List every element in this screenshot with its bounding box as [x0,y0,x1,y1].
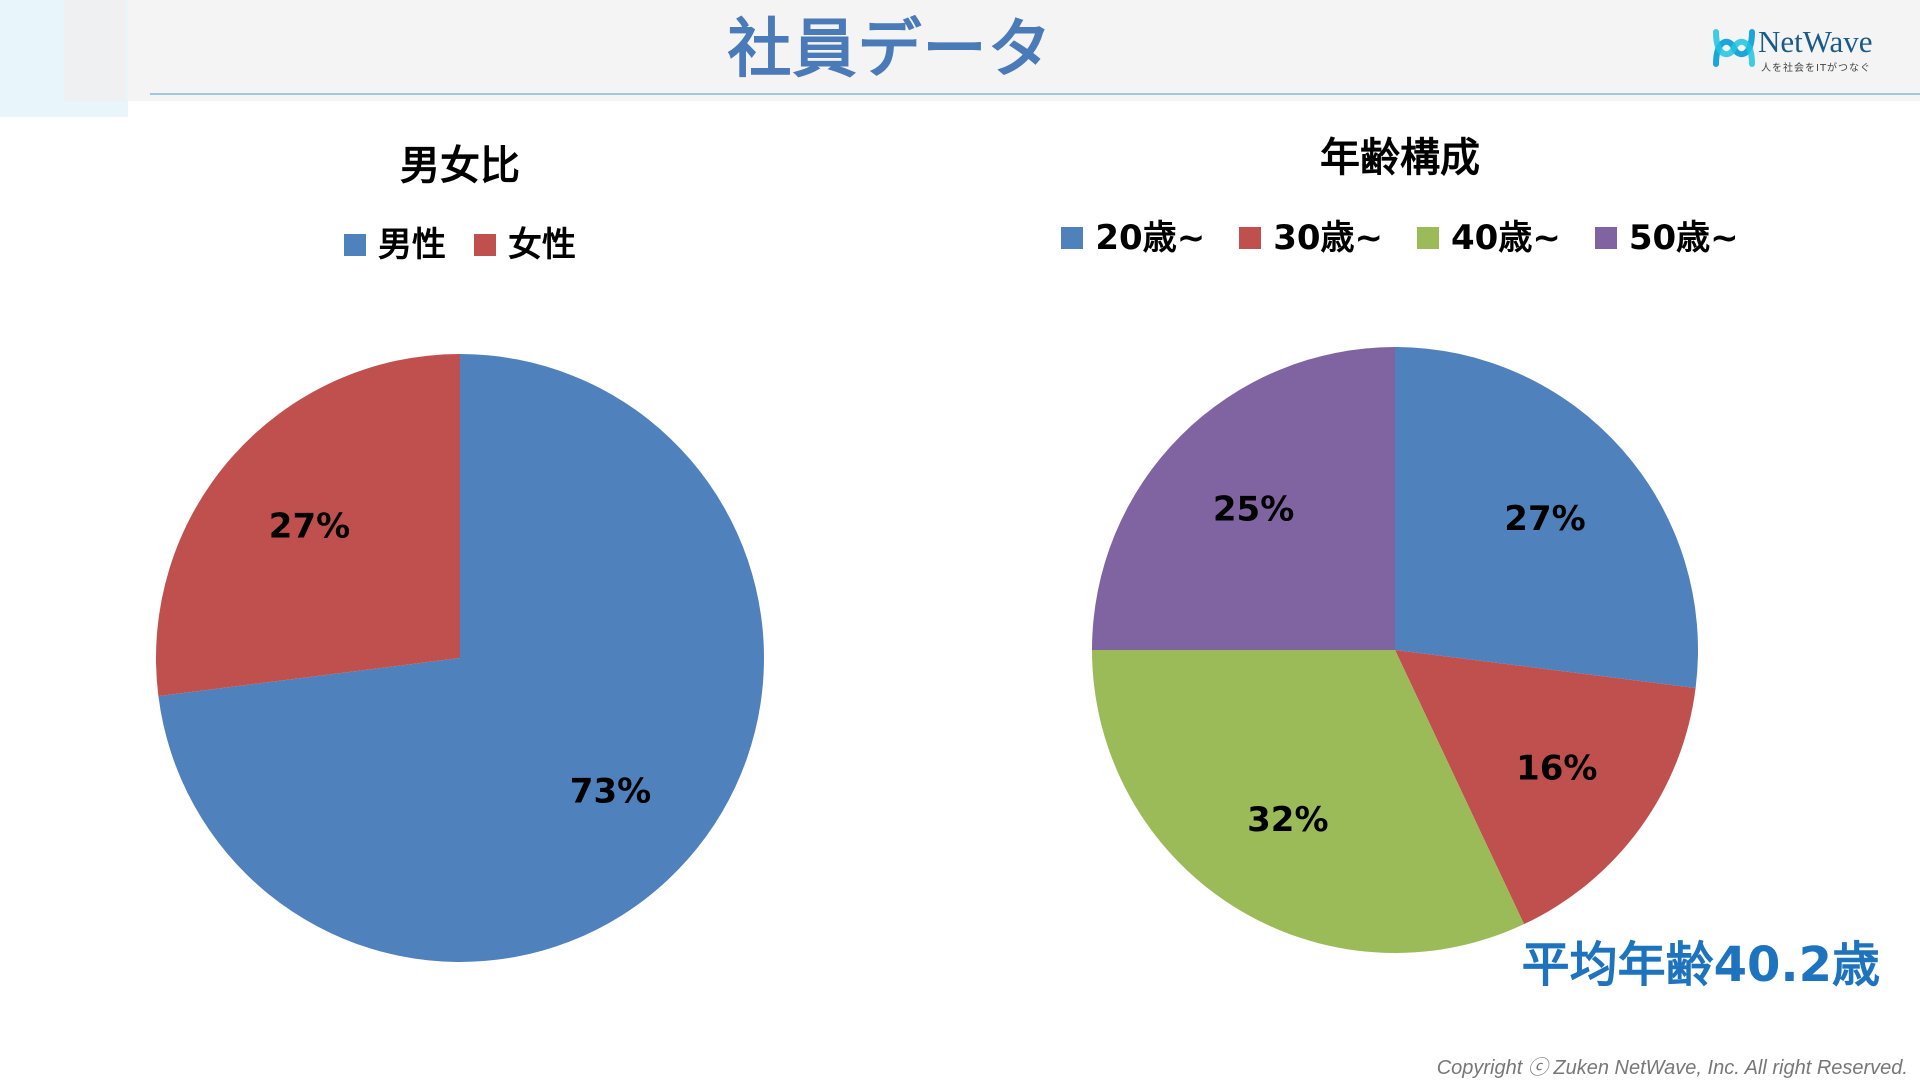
copyright-footer: Copyright ⓒ Zuken NetWave, Inc. All righ… [1436,1057,1908,1079]
age-pie: 27% 16% 32% 25% [1092,347,1698,953]
age-slice-0 [1395,347,1698,688]
age-data-label-3: 25% [1213,490,1294,530]
chart-legend: 男性 女性 [120,225,800,265]
legend-swatch-40s [1417,227,1439,249]
chart-title: 年齢構成 [1320,135,1480,181]
legend-item-female: 女性 [474,225,576,265]
header-accent-block-inner [64,0,126,101]
legend-label-40s: 40歳~ [1451,218,1561,258]
legend-item-20s: 20歳~ [1061,218,1205,258]
age-data-label-0: 27% [1504,499,1585,539]
company-logo: NetWave 人を社会をITがつなぐ [1712,24,1912,76]
legend-swatch-male [344,234,366,256]
gender-ratio-chart: 男女比 男性 女性 73% 27% [120,115,800,995]
netwave-logo-icon [1713,29,1755,67]
legend-item-50s: 50歳~ [1594,218,1739,258]
chart-title: 男女比 [400,143,520,189]
age-data-label-2: 32% [1247,800,1328,840]
legend-swatch-50s [1594,227,1617,249]
legend-label-30s: 30歳~ [1273,218,1383,258]
logo-wordmark: NetWave [1758,24,1873,59]
legend-swatch-30s [1239,227,1262,249]
header-divider [150,93,1920,95]
legend-label-50s: 50歳~ [1628,218,1739,258]
legend-swatch-20s [1061,227,1084,249]
chart-legend: 20歳~ 30歳~ 40歳~ 50歳~ [1000,218,1800,258]
age-data-label-1: 16% [1516,749,1597,789]
age-composition-chart: 年齢構成 20歳~ 30歳~ 40歳~ 50歳~ 27% 16% 32% 25% [1000,115,1800,995]
age-slice-3 [1092,347,1395,650]
gender-data-label-0: 73% [570,772,651,812]
legend-label-male: 男性 [378,225,446,265]
gender-pie: 73% 27% [155,354,765,962]
legend-item-40s: 40歳~ [1417,218,1561,258]
header-band [0,0,1920,101]
gender-data-label-1: 27% [269,506,350,546]
legend-item-30s: 30歳~ [1239,218,1383,258]
legend-item-male: 男性 [344,225,446,265]
age-slice-1 [1395,650,1696,925]
legend-label-female: 女性 [508,225,576,265]
legend-label-20s: 20歳~ [1095,218,1206,258]
logo-tagline: 人を社会をITがつなぐ [1761,63,1872,74]
average-age-note: 平均年齢40.2歳 [1521,937,1880,993]
age-slice-2 [1092,650,1525,953]
gender-slice-1 [155,354,460,697]
gender-slice-0 [158,354,765,962]
legend-swatch-female [474,234,496,256]
page-title: 社員データ [727,13,1053,87]
